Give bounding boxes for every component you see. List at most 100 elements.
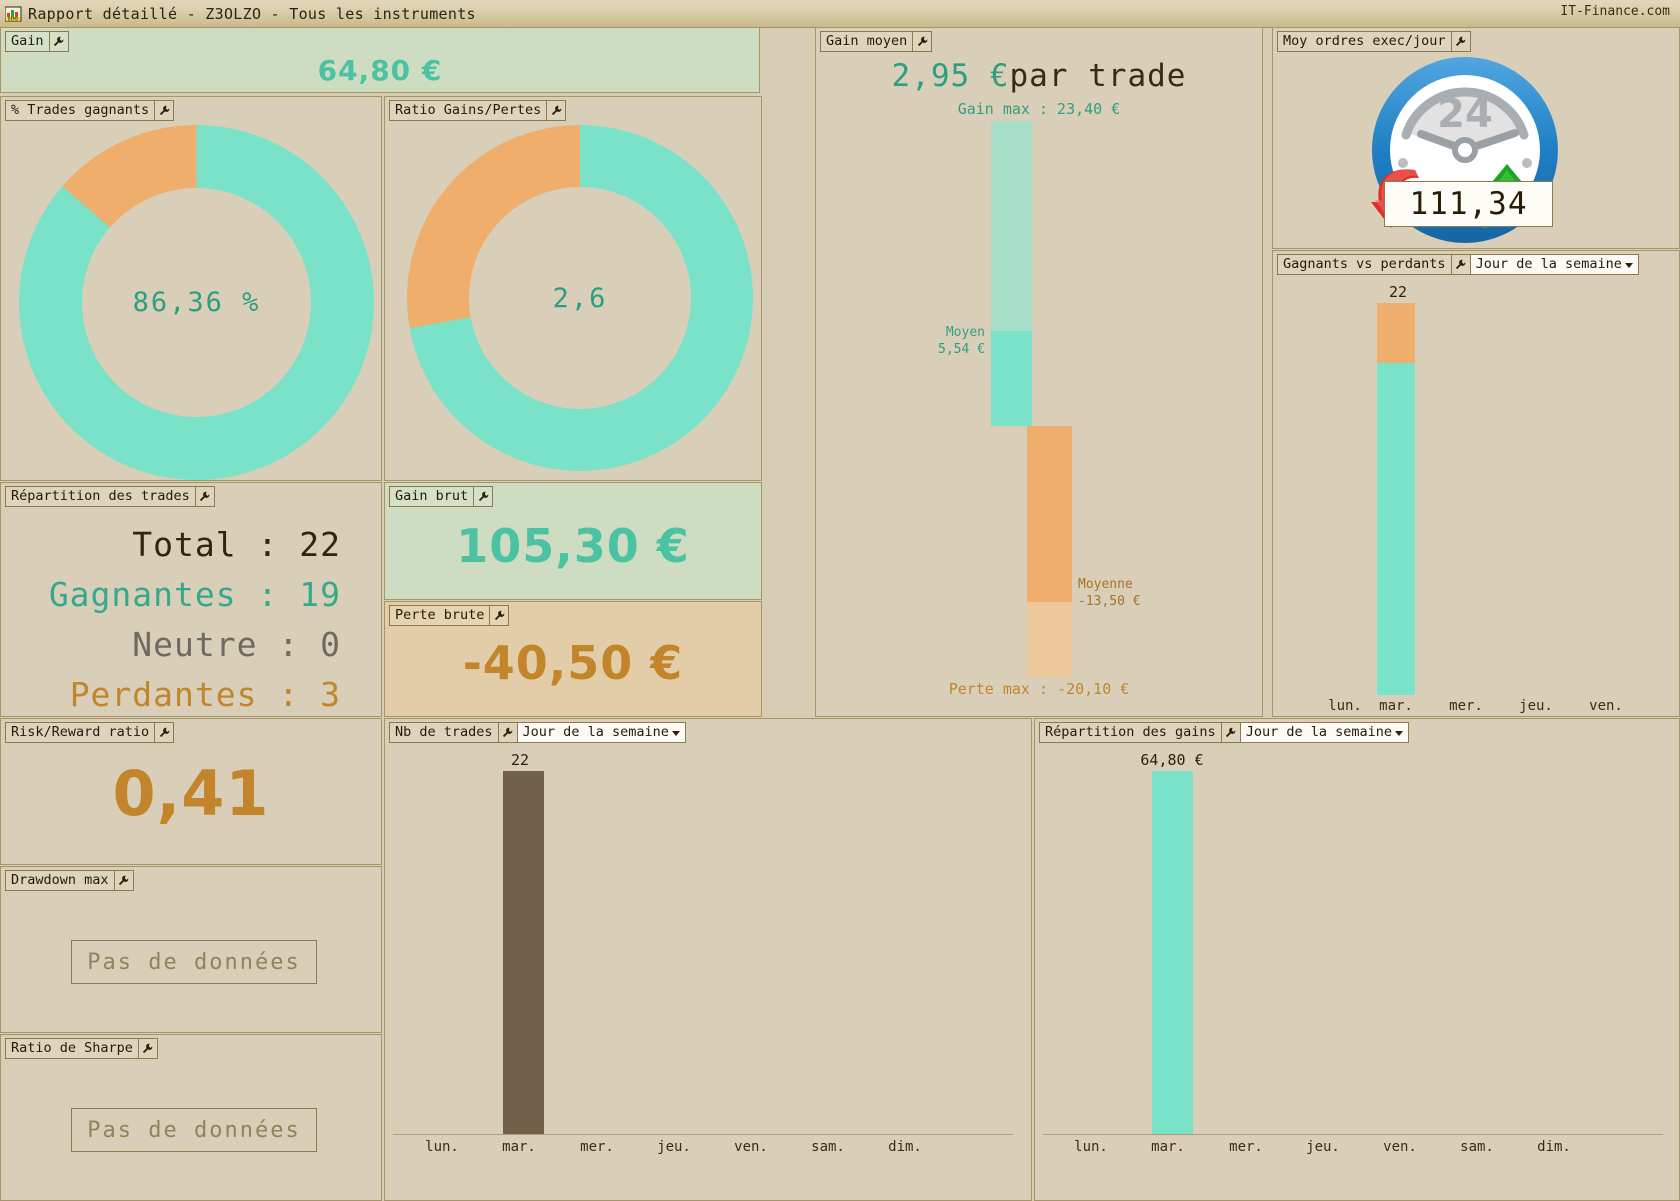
x-tick-sam: sam. — [1460, 1139, 1494, 1155]
wrench-icon[interactable] — [1221, 722, 1241, 743]
panel-ratio-gains-pertes: Ratio Gains/Pertes 2,6 — [384, 96, 762, 481]
x-tick-sam: sam. — [811, 1139, 845, 1155]
wrench-icon[interactable] — [49, 31, 69, 52]
panel-drawdown-max: Drawdown max Pas de données — [0, 866, 382, 1033]
panel-perte-brute-label: Perte brute — [389, 605, 491, 626]
moyenne-value: -13,50 € — [1078, 594, 1141, 609]
wrench-icon[interactable] — [155, 722, 175, 743]
row-value: 22 — [299, 525, 341, 564]
bar-moyenne — [1027, 426, 1072, 602]
x-tick-lun: lun. — [1074, 1139, 1108, 1155]
panel-gain: Gain 64,80 € — [0, 27, 760, 93]
panel-gain-moyen: Gain moyen 2,95 €par trade Gain max : 23… — [815, 27, 1263, 717]
row-label: Gagnantes — [48, 575, 237, 614]
wrench-icon[interactable] — [114, 870, 134, 891]
bar-gagnants-mar — [1377, 363, 1415, 695]
wrench-icon[interactable] — [138, 1038, 158, 1059]
panel-gain-brut-label: Gain brut — [389, 486, 475, 507]
repartition-row-neutre: Neutre : 0 — [132, 625, 341, 664]
panel-repartition-gains-header: Répartition des gains Jour de la semaine — [1039, 722, 1409, 743]
panel-ratio-sharpe-header: Ratio de Sharpe — [5, 1038, 158, 1059]
x-tick-mer: mer. — [1229, 1139, 1263, 1155]
perte-max-label: Perte max : -20,10 € — [948, 680, 1130, 698]
panel-trades-gagnants: % Trades gagnants 86,36 % — [0, 96, 382, 481]
panel-gain-label: Gain — [5, 31, 50, 52]
ratio-gains-pertes-value: 2,6 — [552, 282, 608, 314]
gain-moyen-suffix: par trade — [1009, 58, 1187, 94]
panel-gain-moyen-header: Gain moyen — [820, 31, 933, 52]
panel-moy-ordres-header: Moy ordres exec/jour — [1277, 31, 1471, 52]
moyen-label: Moyen — [945, 325, 985, 340]
gain-moyen-value: 2,95 € — [891, 58, 1010, 94]
wrench-icon[interactable] — [1451, 31, 1471, 52]
row-value: 3 — [320, 675, 341, 714]
nb-trades-data-label: 22 — [510, 751, 530, 769]
x-tick-mar: mar. — [1151, 1139, 1185, 1155]
panel-trades-gagnants-header: % Trades gagnants — [5, 100, 175, 121]
bar-perdants-mar — [1377, 303, 1415, 363]
panel-gain-brut-header: Gain brut — [389, 486, 494, 507]
panel-drawdown-max-header: Drawdown max — [5, 870, 134, 891]
panel-nb-de-trades: Nb de trades Jour de la semaine 22 lun. … — [384, 718, 1032, 1201]
x-tick-mer: mer. — [1449, 698, 1483, 714]
bar-nb-trades-mar — [503, 771, 544, 1134]
row-value: 0 — [320, 625, 341, 664]
clock-number: 24 — [1437, 91, 1493, 137]
row-label: Neutre — [132, 625, 258, 664]
wrench-icon[interactable] — [195, 486, 215, 507]
wrench-icon[interactable] — [155, 100, 175, 121]
panel-gagnants-vs-perdants: Gagnants vs perdants Jour de la semaine … — [1272, 250, 1680, 717]
x-tick-jeu: jeu. — [1519, 698, 1553, 714]
panel-repartition-gains: Répartition des gains Jour de la semaine… — [1034, 718, 1680, 1201]
gain-moyen-headline: 2,95 €par trade — [816, 58, 1262, 94]
repartition-gains-data-label: 64,80 € — [1140, 751, 1204, 769]
x-tick-jeu: jeu. — [1306, 1139, 1340, 1155]
wrench-icon[interactable] — [547, 100, 567, 121]
wrench-icon[interactable] — [474, 486, 494, 507]
repartition-row-perdantes: Perdantes : 3 — [69, 675, 341, 714]
panel-ratio-label: Ratio Gains/Pertes — [389, 100, 548, 121]
wrench-icon[interactable] — [1451, 254, 1471, 275]
repartition-row-gagnantes: Gagnantes : 19 — [48, 575, 341, 614]
bar-moyen — [991, 331, 1032, 426]
sharpe-no-data: Pas de données — [71, 1108, 317, 1152]
panel-gain-header: Gain — [5, 31, 69, 52]
wrench-icon[interactable] — [490, 605, 510, 626]
x-tick-dim: dim. — [1537, 1139, 1571, 1155]
x-tick-mar: mar. — [502, 1139, 536, 1155]
panel-gain-moyen-label: Gain moyen — [820, 31, 914, 52]
demo-chart-icon: DEMO — [4, 6, 22, 22]
panel-nb-de-trades-header: Nb de trades Jour de la semaine — [389, 722, 686, 743]
wrench-icon[interactable] — [913, 31, 933, 52]
panel-risk-reward: Risk/Reward ratio 0,41 — [0, 718, 382, 865]
x-tick-lun: lun. — [425, 1139, 459, 1155]
moyen-value: 5,54 € — [938, 342, 985, 357]
panel-repartition-trades: Répartition des trades Total : 22 Gagnan… — [0, 482, 382, 717]
gain-max-label: Gain max : 23,40 € — [957, 100, 1121, 118]
window-title: Rapport détaillé - Z3OLZO - Tous les ins… — [28, 4, 476, 23]
panel-moy-ordres-label: Moy ordres exec/jour — [1277, 31, 1452, 52]
row-value: 19 — [299, 575, 341, 614]
bar-repartition-gains-mar — [1152, 771, 1193, 1134]
nb-trades-dropdown[interactable]: Jour de la semaine — [517, 722, 686, 743]
repartition-gains-dropdown[interactable]: Jour de la semaine — [1240, 722, 1409, 743]
gagnants-perdants-dropdown[interactable]: Jour de la semaine — [1470, 254, 1639, 275]
donut-trades-gagnants: 86,36 % — [19, 125, 374, 480]
panel-perte-brute: Perte brute -40,50 € — [384, 601, 762, 717]
panel-risk-reward-header: Risk/Reward ratio — [5, 722, 175, 743]
x-tick-mar: mar. — [1379, 698, 1413, 714]
panel-trades-gagnants-label: % Trades gagnants — [5, 100, 156, 121]
panel-repartition-trades-header: Répartition des trades — [5, 486, 215, 507]
panel-perte-brute-header: Perte brute — [389, 605, 510, 626]
panel-moy-ordres: Moy ordres exec/jour 24 — [1272, 27, 1680, 249]
perte-brute-value: -40,50 € — [462, 636, 684, 690]
x-tick-ven: ven. — [734, 1139, 768, 1155]
row-label: Perdantes — [69, 675, 258, 714]
moy-ordres-value: 111,34 — [1384, 181, 1553, 227]
window-title-bar: DEMO Rapport détaillé - Z3OLZO - Tous le… — [0, 0, 1680, 28]
wrench-icon[interactable] — [498, 722, 518, 743]
panel-ratio-sharpe-label: Ratio de Sharpe — [5, 1038, 139, 1059]
bar-gain-max — [991, 121, 1032, 331]
donut-center: 86,36 % — [82, 188, 311, 417]
bar-perte-max — [1027, 602, 1072, 677]
